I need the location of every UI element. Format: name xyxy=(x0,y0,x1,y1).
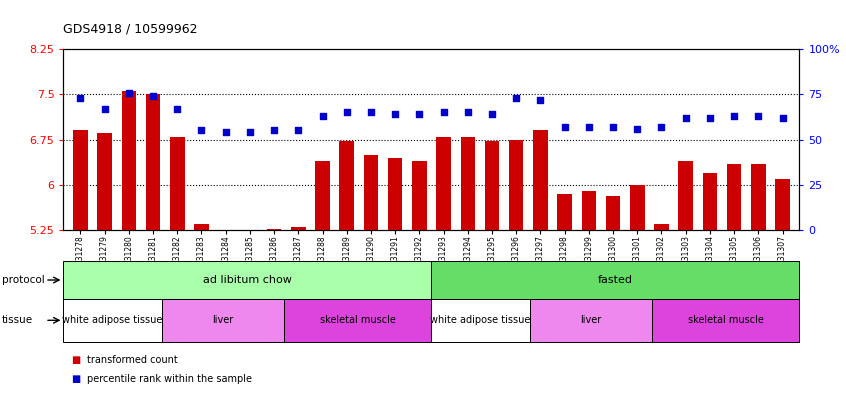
Bar xyxy=(146,94,160,230)
Point xyxy=(146,93,160,99)
Bar xyxy=(431,261,799,299)
Bar xyxy=(652,299,799,342)
Bar xyxy=(63,299,162,342)
Text: skeletal muscle: skeletal muscle xyxy=(320,315,396,325)
Bar xyxy=(63,261,431,299)
Bar xyxy=(266,229,282,230)
Point xyxy=(534,97,547,103)
Point xyxy=(728,113,741,119)
Point xyxy=(292,127,305,134)
Bar xyxy=(291,227,305,230)
Text: tissue: tissue xyxy=(2,315,33,325)
Point xyxy=(171,106,184,112)
Bar xyxy=(97,134,112,230)
Point xyxy=(267,127,281,134)
Bar xyxy=(218,230,233,232)
Point xyxy=(316,113,329,119)
Bar xyxy=(533,130,547,230)
Bar xyxy=(558,194,572,230)
Text: skeletal muscle: skeletal muscle xyxy=(688,315,764,325)
Bar xyxy=(606,196,620,230)
Point xyxy=(678,115,692,121)
Bar xyxy=(581,191,596,230)
Point xyxy=(98,106,112,112)
Bar xyxy=(195,224,209,230)
Point xyxy=(776,115,789,121)
Bar xyxy=(530,299,652,342)
Bar xyxy=(630,185,645,230)
Bar xyxy=(703,173,717,230)
Point xyxy=(74,95,87,101)
Point xyxy=(388,111,402,118)
Bar xyxy=(170,136,184,230)
Text: protocol: protocol xyxy=(2,275,45,285)
Bar xyxy=(485,141,499,230)
Point xyxy=(437,109,450,116)
Bar xyxy=(509,140,524,230)
Point xyxy=(751,113,765,119)
Bar xyxy=(431,299,530,342)
Bar xyxy=(678,161,693,230)
Point xyxy=(486,111,499,118)
Text: ■: ■ xyxy=(72,374,85,384)
Point xyxy=(122,89,135,95)
Point xyxy=(340,109,354,116)
Text: liver: liver xyxy=(212,315,233,325)
Text: ad libitum chow: ad libitum chow xyxy=(203,275,292,285)
Point xyxy=(461,109,475,116)
Bar xyxy=(316,161,330,230)
Point xyxy=(413,111,426,118)
Point xyxy=(607,124,620,130)
Bar xyxy=(364,154,378,230)
Bar xyxy=(73,130,88,230)
Bar xyxy=(654,224,668,230)
Point xyxy=(582,124,596,130)
Text: percentile rank within the sample: percentile rank within the sample xyxy=(87,374,252,384)
Point xyxy=(558,124,571,130)
Point xyxy=(703,115,717,121)
Bar xyxy=(437,136,451,230)
Text: white adipose tissue: white adipose tissue xyxy=(431,315,530,325)
Point xyxy=(655,124,668,130)
Text: fasted: fasted xyxy=(598,275,633,285)
Bar xyxy=(751,163,766,230)
Bar xyxy=(122,91,136,230)
Bar xyxy=(412,161,426,230)
Bar xyxy=(284,299,431,342)
Point xyxy=(509,95,523,101)
Point xyxy=(364,109,377,116)
Text: ■: ■ xyxy=(72,354,85,365)
Point xyxy=(630,125,644,132)
Bar xyxy=(387,158,403,230)
Bar xyxy=(460,136,475,230)
Point xyxy=(195,127,208,134)
Text: GDS4918 / 10599962: GDS4918 / 10599962 xyxy=(63,22,198,35)
Point xyxy=(219,129,233,136)
Bar xyxy=(162,299,284,342)
Point xyxy=(243,129,256,136)
Bar xyxy=(243,230,257,233)
Bar xyxy=(339,141,354,230)
Text: transformed count: transformed count xyxy=(87,354,178,365)
Bar xyxy=(775,179,790,230)
Text: liver: liver xyxy=(580,315,602,325)
Text: white adipose tissue: white adipose tissue xyxy=(63,315,162,325)
Bar xyxy=(727,163,741,230)
